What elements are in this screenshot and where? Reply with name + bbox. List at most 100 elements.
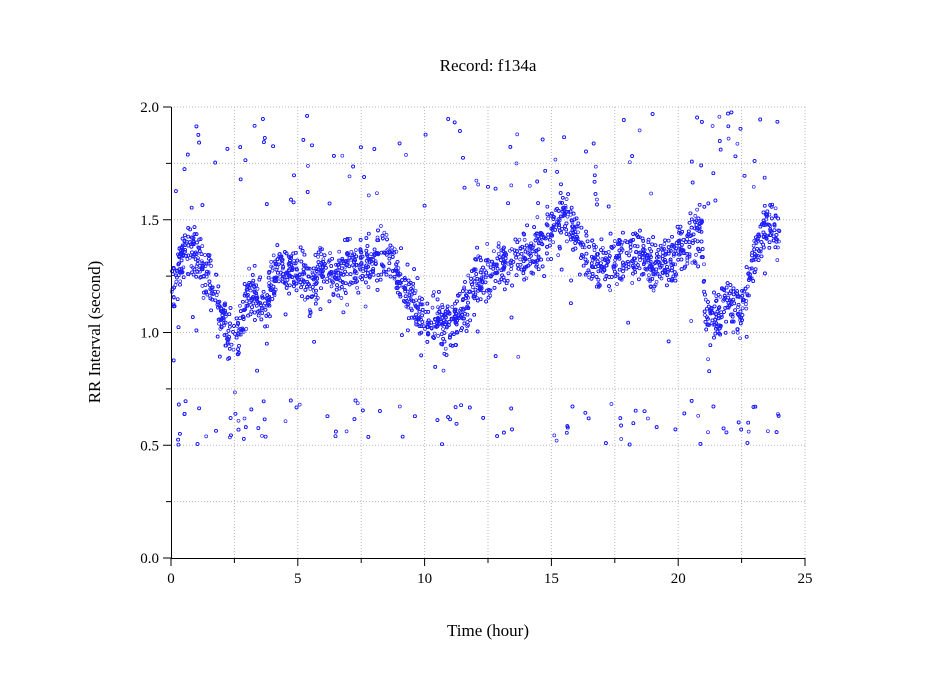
data-point <box>718 294 723 299</box>
data-point <box>472 275 477 280</box>
data-point <box>536 256 541 260</box>
data-point <box>353 248 358 252</box>
data-point <box>413 302 417 307</box>
data-point <box>518 257 523 262</box>
data-point <box>403 289 408 294</box>
data-point <box>334 273 339 277</box>
data-point <box>292 261 296 266</box>
data-point <box>355 285 359 290</box>
data-point <box>465 324 470 329</box>
data-point <box>756 238 760 243</box>
data-point <box>450 305 455 309</box>
data-point <box>627 160 632 165</box>
data-point <box>394 263 399 267</box>
data-point <box>515 132 520 137</box>
data-point <box>496 241 501 246</box>
data-point <box>352 265 356 269</box>
data-point <box>745 284 750 289</box>
data-point <box>615 282 619 286</box>
data-point <box>441 368 446 373</box>
data-point <box>325 280 329 285</box>
data-point <box>517 237 522 242</box>
data-point <box>379 224 383 228</box>
data-point <box>363 304 368 309</box>
data-point <box>386 247 391 252</box>
data-point <box>366 193 371 198</box>
data-point <box>204 434 209 439</box>
data-point <box>488 293 493 298</box>
data-point <box>201 296 206 300</box>
data-point <box>751 184 756 189</box>
data-point <box>496 251 501 256</box>
data-point <box>767 212 772 217</box>
data-point <box>724 291 729 296</box>
data-point <box>740 306 745 311</box>
data-point <box>200 284 205 288</box>
data-point <box>522 238 527 242</box>
data-point <box>637 128 642 133</box>
data-point <box>594 245 598 249</box>
data-point <box>776 228 781 233</box>
data-point <box>345 272 349 276</box>
data-point <box>634 261 638 265</box>
data-point <box>271 253 276 258</box>
data-point <box>316 254 320 259</box>
data-point <box>385 248 390 253</box>
data-point <box>462 285 466 290</box>
data-point <box>691 238 695 243</box>
data-point <box>685 261 690 266</box>
data-point <box>741 299 745 304</box>
data-point <box>752 239 757 243</box>
data-point <box>384 233 389 237</box>
data-point <box>464 289 469 294</box>
data-point <box>648 279 652 284</box>
data-point <box>272 291 277 295</box>
data-point <box>776 412 780 416</box>
data-point <box>349 250 354 254</box>
data-point <box>432 322 437 327</box>
data-point <box>582 245 587 250</box>
chart-title: Record: f134a <box>440 56 537 75</box>
data-point <box>607 256 611 260</box>
data-point <box>673 262 677 267</box>
data-point <box>492 249 496 254</box>
data-point <box>339 296 344 300</box>
data-point <box>486 262 490 267</box>
data-point <box>646 416 650 421</box>
data-point <box>475 296 479 300</box>
data-point <box>706 430 710 435</box>
data-point <box>608 288 613 293</box>
data-point <box>689 319 694 323</box>
data-point <box>565 214 570 219</box>
data-point <box>483 275 488 280</box>
data-point <box>509 267 513 272</box>
data-point <box>551 240 556 245</box>
data-point <box>651 288 656 293</box>
data-point <box>619 437 624 441</box>
data-point <box>600 245 605 250</box>
data-point <box>311 272 315 276</box>
data-point <box>237 332 241 337</box>
data-point <box>233 390 237 395</box>
data-point <box>217 321 221 326</box>
data-point <box>432 290 436 294</box>
data-point <box>466 273 471 278</box>
data-point <box>319 252 323 256</box>
data-point <box>474 178 479 183</box>
data-point <box>593 164 598 169</box>
data-point <box>464 306 469 311</box>
data-point <box>746 429 751 434</box>
data-point <box>751 243 756 248</box>
data-point <box>270 265 275 270</box>
data-point <box>516 354 521 359</box>
data-point <box>527 183 532 188</box>
data-point <box>576 230 580 235</box>
data-point <box>382 230 387 235</box>
data-point <box>406 297 411 301</box>
data-point <box>565 239 569 244</box>
data-point <box>731 330 736 335</box>
data-point <box>564 197 569 201</box>
data-point <box>306 164 310 168</box>
data-point <box>685 237 689 241</box>
data-point <box>508 248 512 253</box>
